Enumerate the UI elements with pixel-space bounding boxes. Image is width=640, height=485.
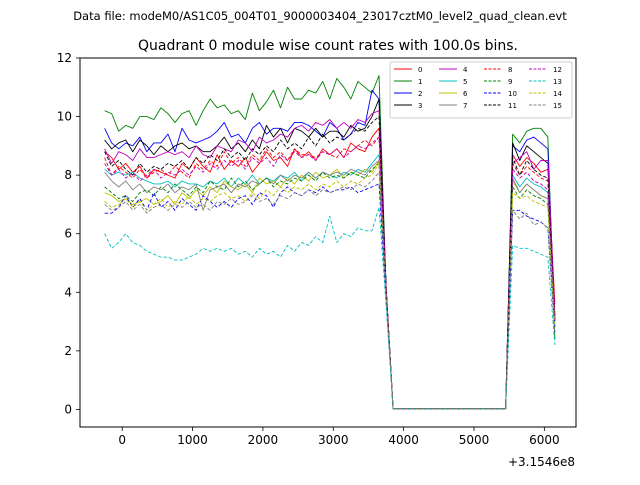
x-tick-label: 4000 [388, 433, 419, 447]
legend-label-4: 4 [463, 66, 468, 74]
legend-label-13: 13 [553, 78, 562, 86]
legend-label-6: 6 [463, 90, 468, 98]
x-tick-label: 1000 [177, 433, 208, 447]
legend-label-14: 14 [553, 90, 562, 98]
y-tick-label: 8 [64, 168, 72, 182]
series-line-14 [104, 162, 556, 410]
y-tick-label: 2 [64, 344, 72, 358]
x-tick-label: 5000 [459, 433, 490, 447]
legend-label-10: 10 [508, 90, 517, 98]
legend-label-15: 15 [553, 102, 562, 110]
series-line-12 [104, 136, 556, 410]
legend-label-3: 3 [418, 102, 422, 110]
x-tick-label: 3000 [318, 433, 349, 447]
legend-label-7: 7 [463, 102, 467, 110]
y-tick-label: 10 [57, 110, 72, 124]
legend-label-0: 0 [418, 66, 422, 74]
legend-label-2: 2 [418, 90, 422, 98]
legend-label-1: 1 [418, 78, 422, 86]
x-tick-label: 2000 [248, 433, 279, 447]
y-tick-label: 0 [64, 402, 72, 416]
legend-label-11: 11 [508, 102, 517, 110]
series-line-13 [104, 206, 556, 410]
legend-label-5: 5 [463, 78, 467, 86]
y-axis: 0 2 4 6 8 10 12 [57, 51, 80, 416]
legend-label-8: 8 [508, 66, 512, 74]
legend-label-12: 12 [553, 66, 562, 74]
y-tick-label: 6 [64, 227, 72, 241]
chart-title: Quadrant 0 module wise count rates with … [138, 38, 518, 54]
legend-frame [389, 61, 573, 119]
figure-suptitle: Data file: modeM0/AS1C05_004T01_90000034… [73, 9, 567, 23]
series-line-9 [104, 162, 556, 410]
y-tick-label: 4 [64, 285, 72, 299]
x-axis: 0 1000 2000 3000 4000 5000 6000 [118, 427, 560, 447]
legend-label-9: 9 [508, 78, 512, 86]
x-tick-label: 0 [118, 433, 126, 447]
plot-frame [79, 57, 577, 428]
x-tick-label: 6000 [529, 433, 560, 447]
series-line-15 [104, 171, 556, 410]
series-layer [104, 75, 556, 410]
y-tick-label: 12 [57, 51, 72, 65]
x-offset-label: +3.1546e8 [508, 455, 575, 469]
